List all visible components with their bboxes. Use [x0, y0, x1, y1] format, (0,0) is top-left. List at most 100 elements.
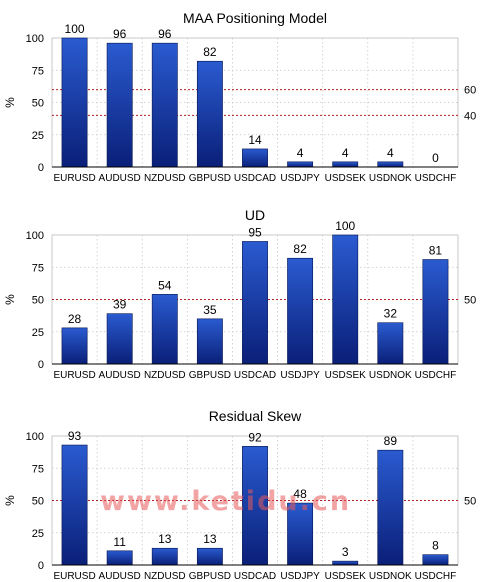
x-tick-label: NZDUSD [144, 370, 186, 381]
bar-value-label: 96 [158, 27, 172, 41]
y-tick-label: 100 [26, 431, 44, 443]
bar-value-label: 14 [248, 133, 262, 147]
bar [106, 313, 133, 365]
bar-value-label: 54 [158, 278, 172, 292]
chart-panel-2: UD 0 25 50 75 100% 50 28 EURUSD 39 AUDUSD 54 NZDUSD 3… [3, 207, 476, 381]
y-axis-label: % [3, 495, 17, 506]
x-tick-label: USDCAD [234, 173, 276, 184]
bar-value-label: 13 [203, 532, 217, 546]
bar [287, 502, 314, 566]
reference-line-label: 50 [464, 295, 476, 307]
x-tick-label: AUDUSD [99, 173, 141, 184]
y-tick-label: 0 [38, 560, 44, 572]
y-tick-label: 25 [32, 327, 44, 339]
x-tick-label: USDCHF [415, 571, 457, 582]
bar [151, 42, 178, 168]
y-tick-label: 100 [26, 230, 44, 242]
bar [332, 560, 359, 566]
bar-value-label: 32 [384, 307, 398, 321]
bar-value-label: 82 [203, 45, 217, 59]
bar [106, 550, 133, 566]
bar [151, 547, 178, 566]
y-tick-label: 75 [32, 65, 44, 77]
y-tick-label: 75 [32, 262, 44, 274]
bar-value-label: 100 [65, 22, 85, 36]
bar [196, 547, 223, 566]
bar [106, 42, 133, 168]
bar-value-label: 39 [113, 298, 127, 312]
x-tick-label: NZDUSD [144, 571, 186, 582]
x-tick-label: USDSEK [325, 571, 366, 582]
x-tick-label: GBPUSD [189, 370, 231, 381]
chart-title: UD [245, 207, 265, 223]
x-tick-label: USDCHF [415, 370, 457, 381]
reference-line-label: 60 [464, 85, 476, 97]
x-tick-label: EURUSD [53, 571, 95, 582]
bar [422, 554, 449, 566]
bar [242, 241, 268, 365]
x-tick-label: USDNOK [369, 370, 412, 381]
bar [196, 318, 223, 365]
y-axis-label: % [3, 97, 17, 108]
x-tick-label: USDCAD [234, 370, 276, 381]
x-tick-label: AUDUSD [99, 571, 141, 582]
x-tick-label: AUDUSD [99, 370, 141, 381]
bar [422, 259, 449, 365]
x-tick-label: GBPUSD [189, 571, 231, 582]
y-tick-label: 0 [38, 359, 44, 371]
bar [287, 257, 314, 365]
bar-value-label: 3 [342, 545, 349, 559]
x-tick-label: EURUSD [53, 173, 95, 184]
bar [332, 161, 359, 168]
x-tick-label: USDSEK [325, 370, 366, 381]
bar [61, 444, 88, 566]
bar [242, 148, 268, 168]
x-tick-label: GBPUSD [189, 173, 231, 184]
x-tick-label: USDNOK [369, 173, 412, 184]
bar-value-label: 89 [384, 434, 398, 448]
y-tick-label: 50 [32, 295, 44, 307]
bar-value-label: 100 [335, 219, 355, 233]
bar-value-label: 13 [158, 532, 172, 546]
y-tick-label: 100 [26, 33, 44, 45]
y-tick-label: 75 [32, 463, 44, 475]
y-tick-label: 50 [32, 98, 44, 110]
y-tick-label: 50 [32, 496, 44, 508]
bar-value-label: 0 [432, 151, 439, 165]
x-tick-label: USDJPY [280, 370, 320, 381]
bar-value-label: 48 [293, 487, 307, 501]
bar [242, 446, 268, 566]
y-tick-label: 0 [38, 162, 44, 174]
bar-value-label: 11 [113, 535, 126, 549]
y-axis-label: % [3, 294, 17, 305]
bar [196, 60, 223, 168]
bar-value-label: 93 [68, 429, 82, 443]
bar [151, 294, 178, 365]
bar-value-label: 92 [248, 430, 262, 444]
chart-panel-1: MAA Positioning Model0255075100%6040100E… [3, 10, 476, 184]
y-tick-label: 25 [32, 130, 44, 142]
x-tick-label: USDCAD [234, 571, 276, 582]
bar-value-label: 4 [342, 146, 349, 160]
bar-value-label: 4 [387, 146, 394, 160]
chart-title: Residual Skew [209, 408, 302, 424]
reference-line-label: 50 [464, 496, 476, 508]
bar [377, 449, 404, 566]
x-tick-label: USDSEK [325, 173, 366, 184]
chart-panel-3: Residual Skew 0 25 50 75 100% 50 93 EURUSD 11 AUDU… [3, 408, 476, 582]
bar [377, 322, 404, 365]
bar [287, 161, 314, 168]
bar-value-label: 35 [203, 303, 217, 317]
bar-value-label: 96 [113, 27, 127, 41]
bar-value-label: 4 [297, 146, 304, 160]
bar-value-label: 81 [429, 244, 443, 258]
x-tick-label: USDNOK [369, 571, 412, 582]
y-tick-label: 25 [32, 528, 44, 540]
bar [377, 161, 404, 168]
bar-value-label: 28 [68, 312, 82, 326]
x-tick-label: USDCHF [415, 173, 457, 184]
x-tick-label: NZDUSD [144, 173, 186, 184]
x-tick-label: USDJPY [280, 173, 320, 184]
bar [61, 327, 88, 365]
bar [61, 37, 88, 168]
